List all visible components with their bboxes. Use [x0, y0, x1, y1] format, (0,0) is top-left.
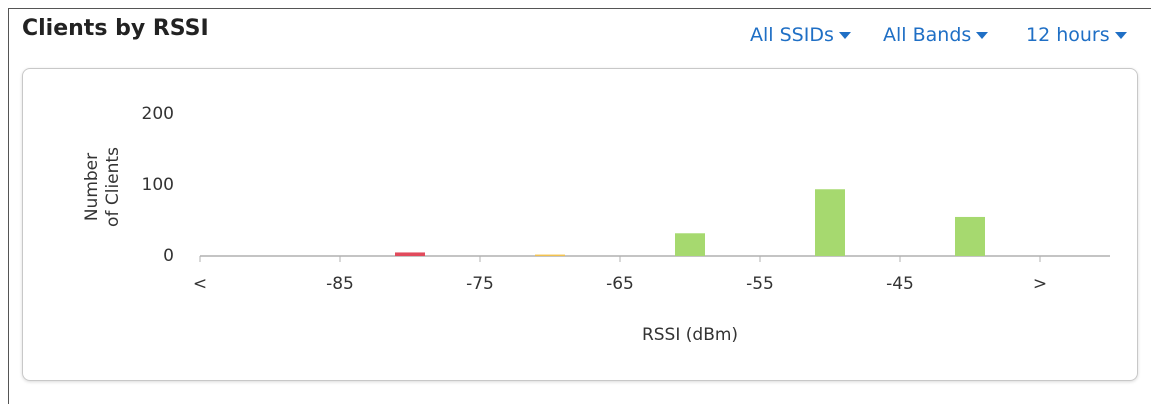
bar — [395, 252, 425, 256]
band-dropdown[interactable]: All Bands — [883, 24, 989, 46]
bar — [815, 189, 845, 256]
x-tick-label: -55 — [746, 274, 774, 294]
chart-card — [22, 68, 1138, 381]
bar — [955, 216, 985, 256]
y-tick-label: 200 — [142, 104, 174, 124]
dropdown-label: All SSIDs — [750, 24, 834, 46]
bar — [675, 233, 705, 256]
x-tick-label: -45 — [886, 274, 914, 294]
time-dropdown[interactable]: 12 hours — [1026, 24, 1127, 46]
y-tick-label: 0 — [163, 246, 174, 266]
x-tick-label: -75 — [466, 274, 494, 294]
x-tick-label: -65 — [606, 274, 634, 294]
ssid-dropdown[interactable]: All SSIDs — [750, 24, 851, 46]
caret — [1114, 32, 1127, 39]
x-axis-label: RSSI (dBm) — [642, 325, 738, 345]
dropdown-label: 12 hours — [1026, 24, 1110, 46]
x-tick-label: -85 — [326, 274, 354, 294]
dropdown-label: All Bands — [883, 24, 972, 46]
caret — [838, 32, 851, 39]
bar — [535, 254, 565, 256]
caret — [976, 32, 989, 39]
y-tick-label: 100 — [142, 175, 174, 195]
panel-title: Clients by RSSI — [22, 16, 209, 41]
x-tick-label: > — [1033, 274, 1047, 294]
x-tick-label: < — [193, 274, 207, 294]
frame — [8, 8, 1151, 404]
